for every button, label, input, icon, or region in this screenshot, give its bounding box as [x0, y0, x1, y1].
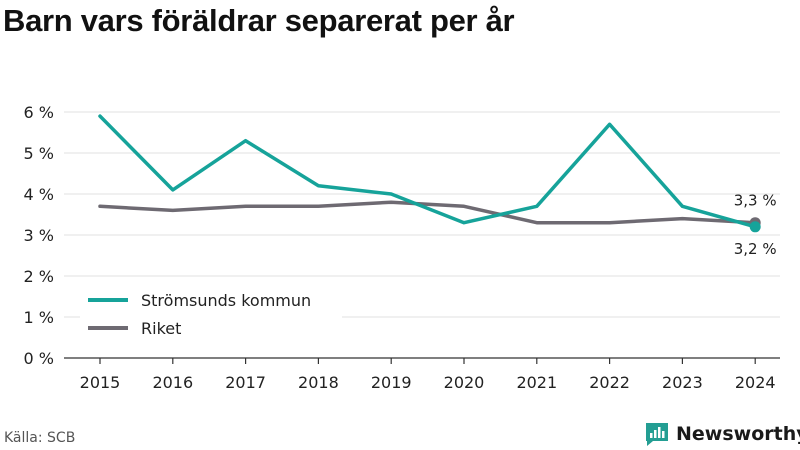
y-tick-label: 1 % — [24, 308, 54, 327]
x-tick-label: 2018 — [298, 373, 339, 392]
series-line-stromsund — [98, 114, 757, 229]
x-axis — [64, 357, 780, 364]
legend-label: Riket — [141, 319, 181, 338]
newsworthy-logo[interactable]: Newsworthy — [644, 420, 800, 448]
x-tick-label: 2017 — [225, 373, 266, 392]
legend-background — [80, 284, 342, 342]
x-tick-label: 2016 — [152, 373, 193, 392]
end-labels: 3,2 % 3,3 % — [734, 192, 777, 258]
series-endpoint-stromsund — [749, 221, 761, 233]
end-label-stromsund: 3,2 % — [734, 240, 777, 258]
legend-label: Strömsunds kommun — [141, 291, 311, 310]
series-line-riket — [98, 200, 757, 225]
end-label-riket: 3,3 % — [734, 192, 777, 210]
brand-name: Newsworthy — [676, 423, 800, 445]
y-tick-label: 4 % — [24, 185, 54, 204]
x-tick-label: 2019 — [371, 373, 412, 392]
newsworthy-chart-icon — [646, 423, 668, 446]
x-tick-label: 2015 — [80, 373, 121, 392]
legend: Strömsunds kommun Riket — [80, 284, 342, 342]
x-tick-label: 2021 — [516, 373, 557, 392]
series-lines — [98, 114, 761, 233]
y-tick-label: 5 % — [24, 144, 54, 163]
x-tick-label: 2023 — [662, 373, 703, 392]
x-axis-tick-labels: 2015 2016 2017 2018 2019 2020 2021 2022 2023 2024 — [80, 373, 776, 392]
y-tick-label: 3 % — [24, 226, 54, 245]
y-tick-label: 2 % — [24, 267, 54, 286]
x-tick-label: 2020 — [444, 373, 485, 392]
x-tick-label: 2024 — [735, 373, 776, 392]
y-tick-label: 6 % — [24, 103, 54, 122]
chart-title: Barn vars föräldrar separerat per år — [3, 3, 515, 38]
source-note: Källa: SCB — [4, 430, 76, 446]
y-tick-label: 0 % — [24, 349, 54, 368]
y-axis-tick-labels: 0 % 1 % 2 % 3 % 4 % 5 % 6 % — [24, 103, 54, 368]
x-tick-label: 2022 — [589, 373, 630, 392]
